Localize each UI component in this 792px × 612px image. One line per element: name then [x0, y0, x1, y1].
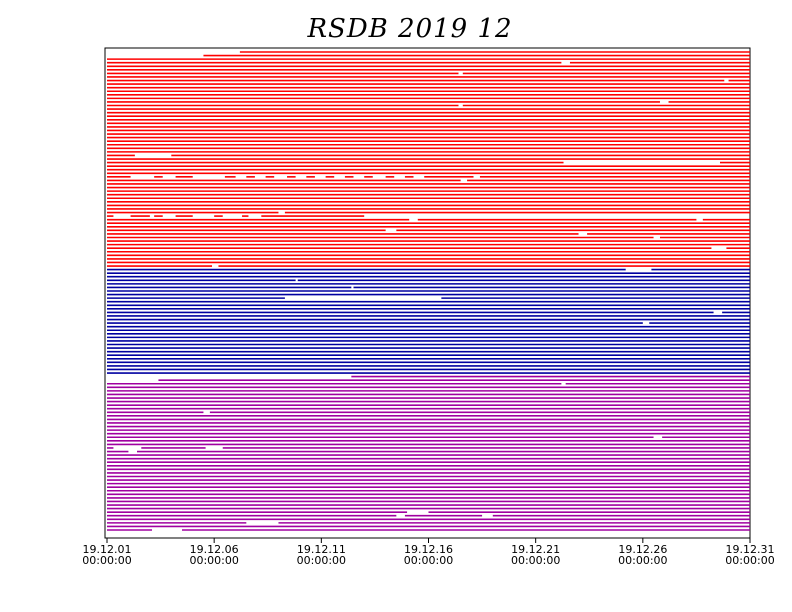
x-tick-label: 19.12.26	[618, 543, 667, 556]
x-tick-time: 00:00:00	[618, 554, 667, 567]
plot-frame	[104, 47, 751, 539]
x-tick-label: 19.12.31	[726, 543, 775, 556]
x-tick-label: 19.12.21	[511, 543, 560, 556]
x-tick-label: 19.12.06	[190, 543, 239, 556]
x-tick-time: 00:00:00	[189, 554, 238, 567]
x-tick-label: 19.12.11	[297, 543, 346, 556]
chart-title: RSDB 2019 12	[306, 14, 512, 44]
x-tick-time: 00:00:00	[725, 554, 774, 567]
x-tick-label: 19.12.01	[83, 543, 132, 556]
x-tick-time: 00:00:00	[82, 554, 131, 567]
x-tick-time: 00:00:00	[511, 554, 560, 567]
x-tick-label: 19.12.16	[404, 543, 453, 556]
x-tick-time: 00:00:00	[297, 554, 346, 567]
x-tick-time: 00:00:00	[404, 554, 453, 567]
